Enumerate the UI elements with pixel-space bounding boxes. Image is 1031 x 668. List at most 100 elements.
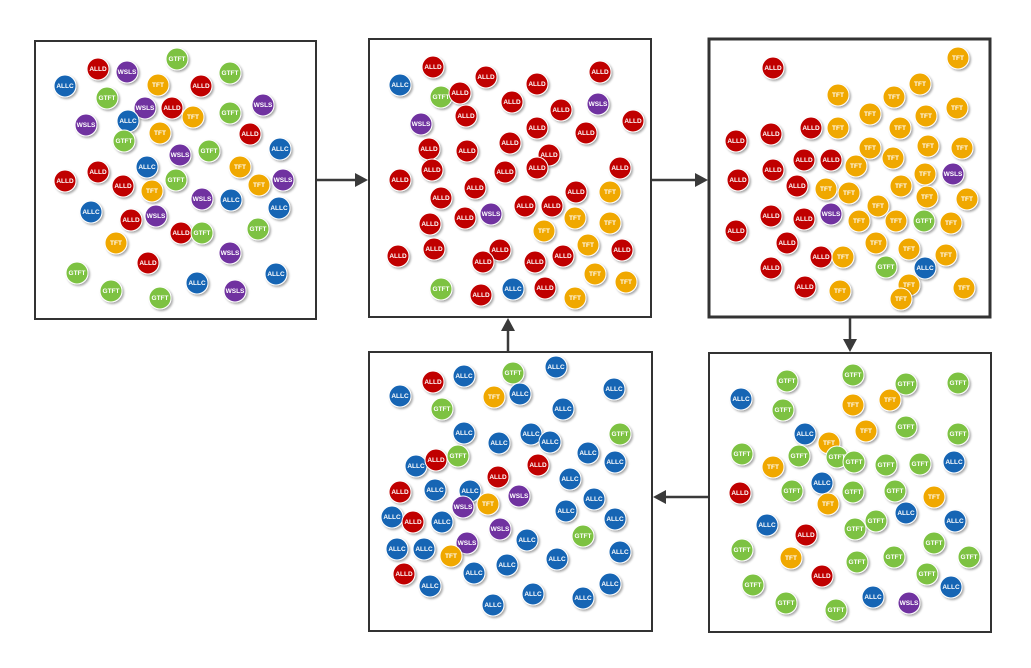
agent-tft: TFT (826, 116, 850, 140)
agent-circle (386, 244, 410, 268)
agent-alld: ALLD (86, 160, 110, 184)
agent-circle (551, 397, 575, 421)
agent-label: ALLC (56, 83, 74, 90)
agent-circle (598, 211, 622, 235)
agent-label: ALLD (528, 125, 546, 132)
agent-gtft: GTFT (429, 85, 453, 109)
agent-label: ALLD (457, 113, 475, 120)
agent-label: ALLD (764, 167, 782, 174)
agent-label: TFT (832, 125, 844, 132)
agent-label: ALLC (455, 373, 473, 380)
agent-circle (841, 480, 865, 504)
agent-circle (218, 61, 242, 85)
agent-alld: ALLD (422, 237, 446, 261)
agent-alld: ALLD (493, 160, 517, 184)
agent-label: WSLS (900, 600, 919, 607)
agent-circle (864, 231, 888, 255)
agent-circle (864, 509, 888, 533)
agent-wsls: WSLS (251, 93, 275, 117)
agent-label: GTFT (887, 488, 904, 495)
agent-circle (421, 370, 445, 394)
agent-label: ALLD (727, 228, 745, 235)
agent-alld: ALLD (386, 244, 410, 268)
agent-allc: ALLC (388, 384, 412, 408)
agent-allc: ALLC (602, 377, 626, 401)
agent-label: ALLC (796, 431, 814, 438)
agent-tft: TFT (854, 419, 878, 443)
agent-label: ALLD (526, 259, 544, 266)
agent-circle (481, 593, 505, 617)
agent-alld: ALLD (421, 370, 445, 394)
agent-allc: ALLC (942, 450, 966, 474)
agent-circle (401, 510, 425, 534)
agent-circle (894, 415, 918, 439)
agent-circle (501, 361, 525, 385)
agent-label: WSLS (944, 171, 963, 178)
agent-circle (761, 455, 785, 479)
agent-label: ALLC (270, 205, 288, 212)
agent-label: ALLC (465, 570, 483, 577)
agent-allc: ALLC (388, 73, 412, 97)
agent-label: ALLD (822, 157, 840, 164)
agent-gtft: GTFT (165, 47, 189, 71)
agent-circle (874, 453, 898, 477)
agent-label: ALLC (490, 440, 508, 447)
agent-gtft: GTFT (608, 422, 632, 446)
agent-circle (761, 158, 785, 182)
agent-label: ALLD (432, 195, 450, 202)
agent-label: ALLD (624, 118, 642, 125)
agent-circle (897, 591, 921, 615)
agent-label: WSLS (221, 250, 240, 257)
agent-label: TFT (482, 501, 494, 508)
agent-circle (549, 98, 573, 122)
agent-label: WSLS (254, 102, 273, 109)
agent-label: GTFT (745, 582, 762, 589)
agent-label: ALLD (552, 107, 570, 114)
agent-label: ALLD (591, 69, 609, 76)
agent-circle (189, 74, 213, 98)
agent-label: GTFT (829, 454, 846, 461)
agent-label: ALLC (524, 591, 542, 598)
agent-circle (409, 112, 433, 136)
agent-label: TFT (928, 494, 940, 501)
agent-circle (453, 206, 477, 230)
agent-label: ALLC (611, 549, 629, 556)
agent-circle (915, 562, 939, 586)
agent-gtft: GTFT (787, 444, 811, 468)
agent-circle (912, 209, 936, 233)
agent-circle (148, 286, 172, 310)
agent-allc: ALLC (515, 528, 539, 552)
agent-circle (164, 168, 188, 192)
agent-label: GTFT (434, 406, 451, 413)
agent-circle (945, 96, 969, 120)
agent-label: WSLS (454, 504, 473, 511)
agent-label: GTFT (775, 407, 792, 414)
agent-alld: ALLD (759, 204, 783, 228)
agent-label: ALLD (427, 457, 445, 464)
agent-gtft: GTFT (164, 168, 188, 192)
agent-tft: TFT (779, 546, 803, 570)
agent-label: GTFT (116, 138, 133, 145)
agent-circle (916, 134, 940, 158)
agent-circle (424, 448, 448, 472)
agent-label: TFT (154, 130, 166, 137)
agent-label: ALLC (606, 459, 624, 466)
agent-circle (608, 422, 632, 446)
agent-circle (922, 485, 946, 509)
agent-allc: ALLC (219, 188, 243, 212)
agent-label: GTFT (168, 177, 185, 184)
agent-label: WSLS (136, 105, 155, 112)
agent-alld: ALLD (421, 55, 445, 79)
agent-label: ALLD (778, 240, 796, 247)
agent-label: ALLD (528, 165, 546, 172)
agent-label: GTFT (433, 94, 450, 101)
agent-tft: TFT (878, 388, 902, 412)
agent-alld: ALLD (500, 90, 524, 114)
agent-circle (571, 586, 595, 610)
agent-label: GTFT (898, 381, 915, 388)
agent-label: ALLC (585, 496, 603, 503)
agent-gtft: GTFT (730, 538, 754, 562)
agent-tft: TFT (914, 104, 938, 128)
agent-circle (775, 231, 799, 255)
agent-alld: ALLD (486, 465, 510, 489)
